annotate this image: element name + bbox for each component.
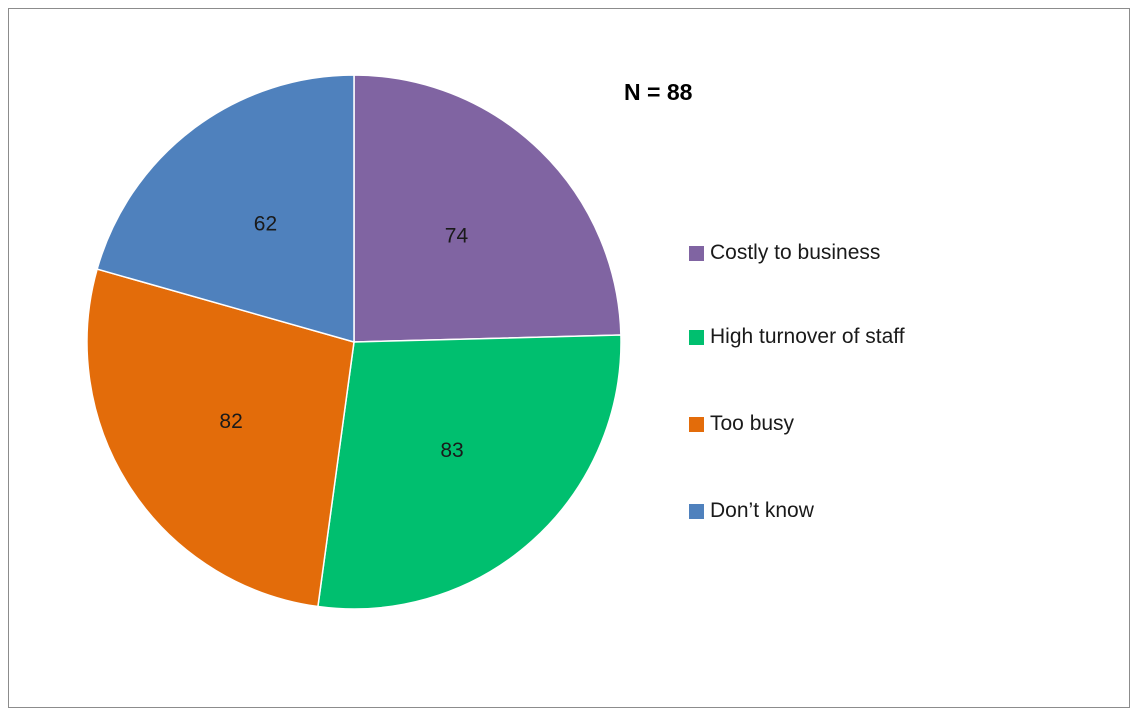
legend: Costly to business High turnover of staf…	[689, 241, 905, 526]
data-label-dont-know: 62	[254, 212, 277, 235]
legend-label-costly-to-business: Costly to business	[710, 241, 881, 264]
legend-swatch-dont-know	[689, 503, 704, 519]
data-label-high-turnover-of-staff: 83	[440, 439, 463, 462]
legend-swatch-costly-to-business	[689, 245, 704, 261]
legend-item-dont-know: Don’t know	[689, 496, 905, 526]
pie-slice-costly-to-business	[353, 74, 622, 343]
legend-swatch-high-turnover-of-staff	[689, 329, 704, 345]
data-label-too-busy: 82	[219, 410, 242, 433]
data-label-costly-to-business: 74	[445, 224, 469, 247]
legend-item-high-turnover-of-staff: High turnover of staff	[689, 322, 905, 352]
pie-slice-high-turnover-of-staff	[317, 334, 622, 610]
legend-swatch-too-busy	[689, 416, 704, 432]
sample-size-label: N = 88	[624, 79, 693, 105]
legend-label-high-turnover-of-staff: High turnover of staff	[710, 325, 905, 348]
legend-label-dont-know: Don’t know	[710, 499, 814, 522]
legend-label-too-busy: Too busy	[710, 412, 795, 435]
pie-slice-dont-know	[96, 74, 355, 343]
pie-slice-too-busy	[86, 268, 355, 608]
legend-item-too-busy: Too busy	[689, 409, 905, 439]
legend-item-costly-to-business: Costly to business	[689, 241, 905, 265]
